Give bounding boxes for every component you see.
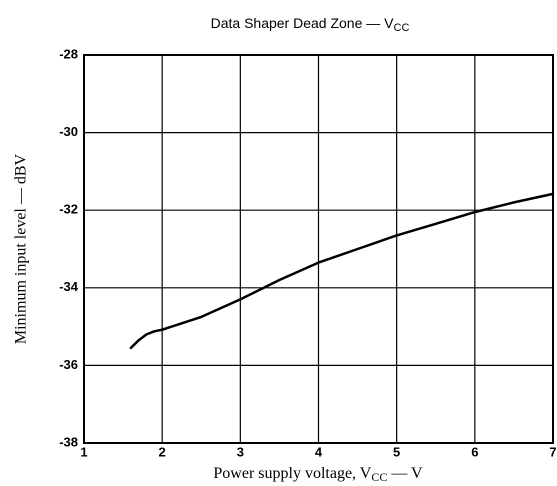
x-axis-label-subscript: CC bbox=[371, 470, 387, 484]
data-line bbox=[129, 192, 555, 350]
x-axis-label-unit: — V bbox=[387, 465, 423, 482]
y-tick-label: -36 bbox=[59, 357, 78, 372]
y-tick-label: -34 bbox=[59, 279, 79, 294]
y-axis-label: Minimum input level — dBV bbox=[13, 153, 30, 344]
x-axis-label-group: Power supply voltage, VCC — V bbox=[213, 465, 423, 484]
y-tick-label: -30 bbox=[59, 124, 78, 139]
x-tick-label: 2 bbox=[159, 444, 166, 459]
y-tick-label: -32 bbox=[59, 202, 78, 217]
plot-frame bbox=[83, 54, 554, 444]
chart-title-group: Data Shaper Dead Zone — VCC bbox=[211, 15, 410, 34]
x-tick-label: 6 bbox=[471, 444, 478, 459]
chart-title-subscript: CC bbox=[394, 22, 410, 34]
chart-title: Data Shaper Dead Zone — V bbox=[211, 15, 395, 31]
x-tick-label: 5 bbox=[393, 444, 400, 459]
y-tick-label: -38 bbox=[59, 434, 78, 449]
x-tick-label: 4 bbox=[315, 444, 323, 459]
x-tick-label: 7 bbox=[549, 444, 556, 459]
x-tick-label: 3 bbox=[237, 444, 244, 459]
x-axis-label: Power supply voltage, V bbox=[213, 465, 371, 482]
y-tick-label: -28 bbox=[59, 46, 78, 61]
x-tick-label: 1 bbox=[80, 444, 87, 459]
